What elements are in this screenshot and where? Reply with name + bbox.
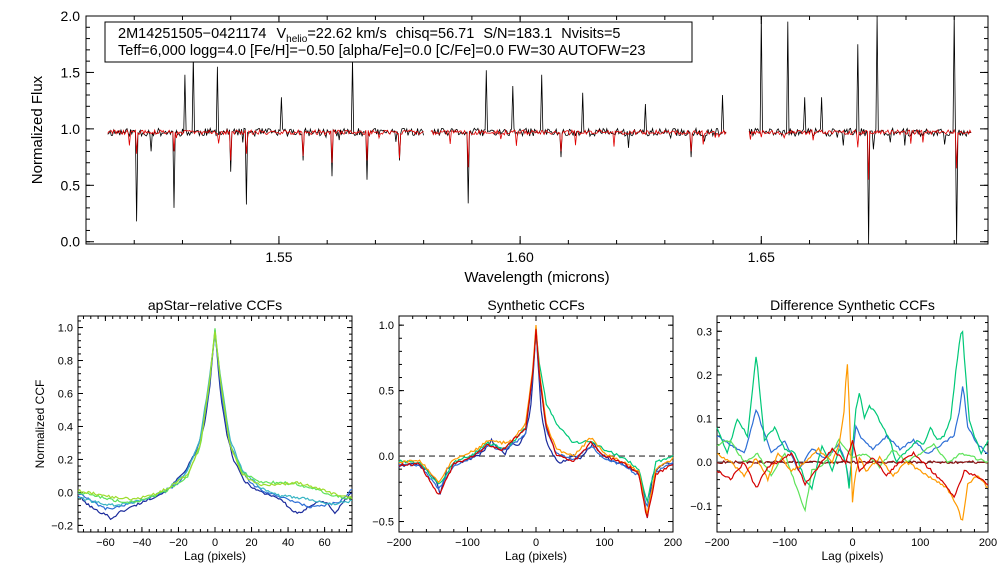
y-tick-label: 0.0 <box>379 451 394 463</box>
y-tick-label: 1.5 <box>61 64 81 80</box>
synthetic-ccf-panel: −200 −100 0 100 200 −0.5 0.0 0.5 1.0 Synthetic CC… <box>372 297 682 563</box>
info-chisq: chisq=56.71 <box>396 26 475 42</box>
ccf-series-line <box>77 329 353 521</box>
x-tick-label: 100 <box>911 537 929 549</box>
x-axis-label: Wavelength (microns) <box>464 269 609 286</box>
difference-ccf-panel: −200 −100 0 100 200 −0.1 0.0 0.1 0.2 0.3 Differenc… <box>690 297 997 563</box>
y-tick-label: −0.1 <box>690 501 712 513</box>
ccf-series-line <box>77 333 353 511</box>
y-tick-label: 1.0 <box>61 121 81 137</box>
y-tick-label: 0.5 <box>61 177 81 193</box>
info-vhelio-value: =22.62 km/s <box>307 26 386 42</box>
y-tick-label: −0.5 <box>372 517 394 529</box>
x-tick-label: −100 <box>455 537 480 549</box>
y-tick-label: 0.5 <box>379 386 394 398</box>
y-tick-label: 0.2 <box>697 370 712 382</box>
ccf-series-line <box>716 364 988 521</box>
info-star-id: 2M14251505−0421174 <box>118 26 267 42</box>
ccf-series-line <box>77 328 352 505</box>
ccf-series-line <box>716 330 989 491</box>
x-tick-label: −60 <box>96 537 115 549</box>
ccf-series-line <box>398 332 674 504</box>
panel-title: Difference Synthetic CCFs <box>770 297 935 313</box>
y-tick-label: 0.4 <box>58 421 73 433</box>
x-tick-label: −100 <box>772 537 797 549</box>
y-tick-label: 0.0 <box>58 487 73 499</box>
x-tick-label: −40 <box>133 537 152 549</box>
plot-frame <box>398 315 674 533</box>
x-axis-label: Lag (pixels) <box>821 549 883 563</box>
y-tick-label: 0.8 <box>58 356 73 368</box>
x-tick-label: 40 <box>282 537 294 549</box>
x-tick-label: −200 <box>387 537 412 549</box>
x-tick-label: 200 <box>979 537 997 549</box>
x-axis-label: Lag (pixels) <box>184 549 246 563</box>
ccf-series-line <box>77 331 353 501</box>
y-tick-label: 1.0 <box>379 320 394 332</box>
x-tick-label: 200 <box>664 537 682 549</box>
x-tick-label: 1.65 <box>748 249 775 265</box>
ccf-series-line <box>716 438 989 513</box>
info-sn: S/N=183.1 <box>483 26 552 42</box>
ccf-series-line <box>716 440 989 499</box>
x-tick-label: −20 <box>169 537 188 549</box>
info-nvisits: Nvisits=5 <box>561 26 620 42</box>
info-line-1: 2M14251505−0421174 Vhelio=22.62 km/s chisq… <box>118 26 620 45</box>
x-tick-label: 1.60 <box>506 249 533 265</box>
ccf-series-line <box>77 334 352 507</box>
info-box-frame <box>104 21 693 63</box>
y-tick-label: 2.0 <box>61 8 81 24</box>
model-spectrum-line <box>107 128 972 180</box>
y-tick-label: 0.2 <box>58 454 73 466</box>
ccf-series-line <box>398 327 674 519</box>
y-tick-label: 0.0 <box>697 457 712 469</box>
apstar-ccf-panel: −60 −40 −20 0 20 40 60 −0.2 0.0 0.2 0.4 0.6 0.8 1.0 ap… <box>33 297 353 563</box>
y-axis-label: Normalized CCF <box>33 380 47 469</box>
ccf-series-line <box>398 324 674 515</box>
y-tick-label: 0.0 <box>61 234 81 250</box>
plot-frame <box>85 15 989 245</box>
y-tick-label: −0.2 <box>51 520 73 532</box>
x-tick-label: 1.55 <box>265 249 292 265</box>
info-box: 2M14251505−0421174 Vhelio=22.62 km/s chisq… <box>104 21 693 63</box>
y-tick-label: 0.3 <box>697 326 712 338</box>
x-tick-label: 60 <box>318 537 330 549</box>
x-tick-label: −200 <box>705 537 730 549</box>
x-tick-label: 20 <box>245 537 257 549</box>
spectrum-panel: 1.55 1.60 1.65 0.0 0.5 1.0 1.5 2.0 Wavelength (m… <box>29 8 989 286</box>
ccf-series-line <box>398 327 674 508</box>
x-tick-label: 0 <box>849 537 855 549</box>
y-tick-label: 0.6 <box>58 388 73 400</box>
x-axis-label: Lag (pixels) <box>505 549 567 563</box>
x-tick-label: 100 <box>595 537 613 549</box>
x-tick-label: 0 <box>533 537 539 549</box>
x-tick-label: 0 <box>212 537 218 549</box>
info-line-2: Teff=6,000 logg=4.0 [Fe/H]=−0.50 [alpha/… <box>118 43 645 59</box>
info-vhelio-label: V <box>277 26 287 42</box>
panel-title: apStar−relative CCFs <box>148 297 282 313</box>
y-tick-label: 0.1 <box>697 414 712 426</box>
ccf-series-line <box>717 386 989 485</box>
panel-title: Synthetic CCFs <box>487 297 584 313</box>
y-axis-label: Normalized Flux <box>29 75 46 184</box>
info-vhelio-subscript: helio <box>286 34 308 45</box>
y-tick-label: 1.0 <box>58 323 73 335</box>
ccf-series-line <box>398 329 674 518</box>
